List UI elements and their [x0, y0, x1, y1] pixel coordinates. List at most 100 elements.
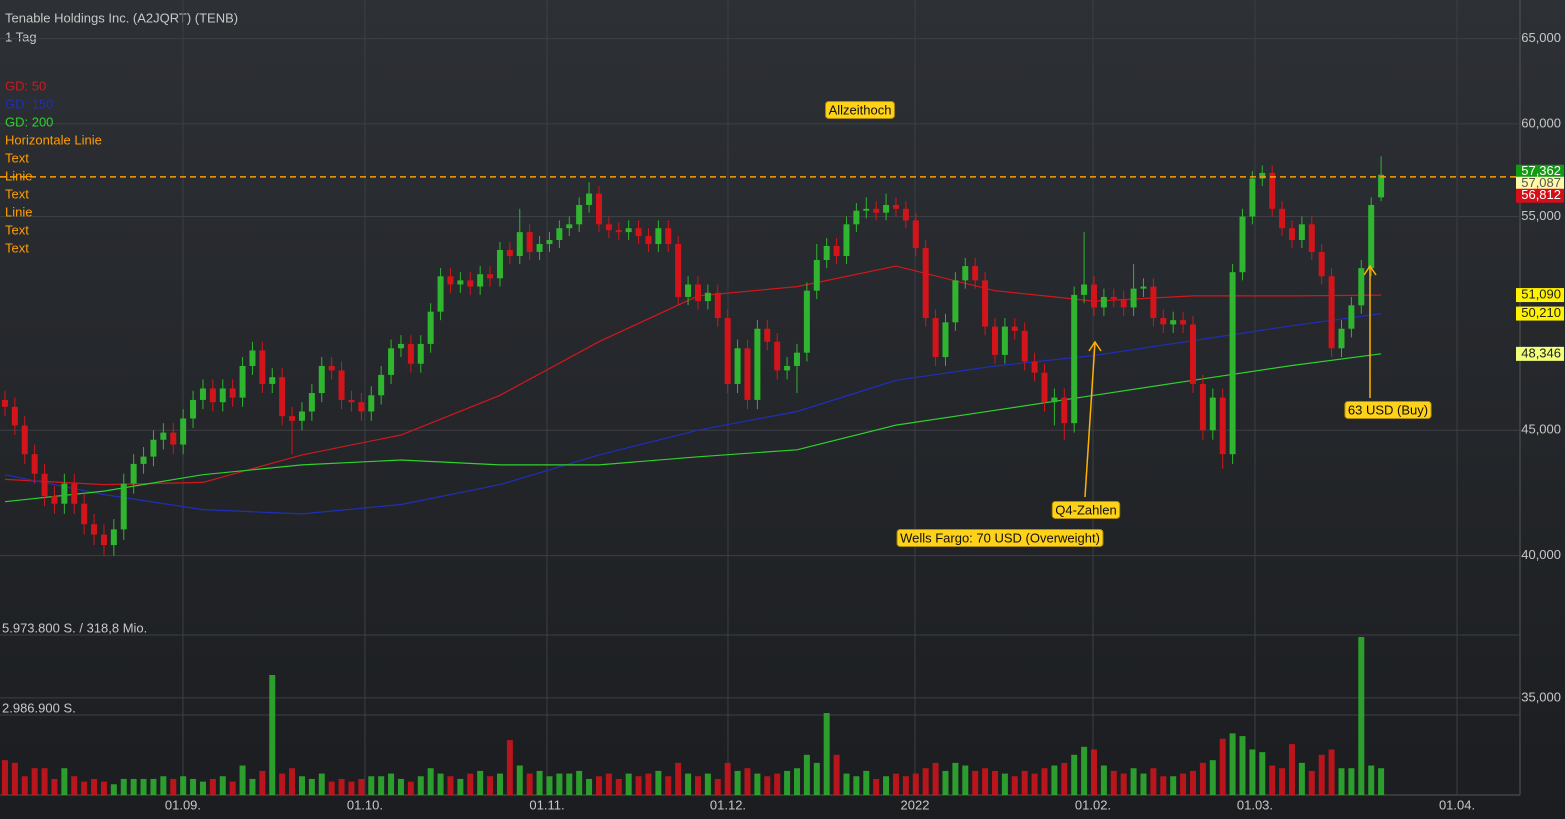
candle-body — [942, 322, 949, 358]
candle-body — [160, 432, 167, 440]
candle-body — [605, 224, 612, 231]
y-tick-label: 55,000 — [1521, 208, 1561, 223]
volume-bar — [308, 778, 315, 795]
volume-bar — [61, 768, 68, 795]
volume-bar — [21, 776, 28, 795]
volume-bar — [91, 778, 98, 795]
annotation: 63 USD (Buy) — [1344, 400, 1432, 419]
candle-body — [793, 352, 800, 366]
price-tag — [1516, 188, 1564, 203]
price-tag-label: 50,210 — [1521, 305, 1561, 320]
volume-bar — [437, 773, 444, 795]
volume-bar — [1140, 773, 1147, 795]
volume-bar — [576, 770, 583, 795]
volume-bar — [1259, 752, 1266, 795]
candle-body — [388, 348, 395, 375]
candle-body — [477, 274, 484, 287]
volume-bar — [1150, 768, 1157, 795]
candle-body — [21, 425, 28, 455]
price-tag — [1516, 346, 1564, 361]
volume-bar — [972, 770, 979, 795]
candle-body — [536, 243, 543, 252]
candle-body — [635, 228, 642, 237]
volume-bar — [645, 773, 652, 795]
candle-body — [199, 388, 206, 400]
volume-bar — [823, 713, 830, 795]
volume-bar — [338, 778, 345, 795]
candle-body — [1199, 383, 1206, 431]
volume-bar — [1378, 768, 1385, 795]
volume-bar — [368, 776, 375, 795]
legend-entry: Text — [5, 222, 29, 237]
volume-bar — [1209, 760, 1216, 795]
x-tick-label: 01.09. — [165, 797, 201, 812]
candle-body — [526, 232, 533, 252]
volume-bar — [982, 768, 989, 795]
volume-bar — [1288, 744, 1295, 795]
volume-tick-label: 5.973.800 S. / 318,8 Mio. — [2, 620, 147, 635]
candle-body — [190, 399, 197, 419]
candle-body — [595, 193, 602, 225]
volume-bar — [1298, 762, 1305, 795]
volume-bar — [1358, 636, 1365, 795]
candle-body — [120, 483, 127, 530]
volume-bar — [1051, 765, 1058, 795]
volume-bar — [170, 778, 177, 795]
candle-body — [1090, 284, 1097, 308]
volume-bar — [1031, 773, 1038, 795]
candle-body — [823, 245, 830, 261]
volume-tick-label: 2.986.900 S. — [2, 700, 76, 715]
volume-bar — [427, 768, 434, 795]
volume-bar — [1269, 765, 1276, 795]
legend-entry: Text — [5, 186, 29, 201]
volume-bar — [417, 776, 424, 795]
candle-body — [1308, 224, 1315, 252]
annotation-arrow — [1084, 341, 1096, 498]
y-tick-label: 45,000 — [1521, 422, 1561, 437]
annotation-box — [1051, 500, 1121, 519]
candle-body — [100, 534, 107, 546]
volume-bar — [477, 770, 484, 795]
volume-bar — [1199, 762, 1206, 795]
x-tick-label: 2022 — [901, 797, 930, 812]
y-tick-label: 40,000 — [1521, 547, 1561, 562]
candle-body — [655, 228, 662, 244]
volume-bar — [328, 781, 335, 795]
candle-body — [328, 365, 335, 371]
volume-bar — [704, 773, 711, 795]
chart-subtitle: 1 Tag — [5, 29, 37, 44]
volume-bar — [279, 773, 286, 795]
candle-body — [912, 220, 919, 248]
candle-body — [734, 348, 741, 384]
x-tick-label: 01.04. — [1439, 797, 1475, 812]
candle-body — [714, 292, 721, 319]
y-tick-label: 60,000 — [1521, 115, 1561, 130]
volume-bar — [1279, 768, 1286, 795]
volume-bar — [397, 778, 404, 795]
candle-body — [368, 395, 375, 412]
candle-body — [338, 370, 345, 400]
volume-bar — [714, 778, 721, 795]
candle-body — [150, 439, 157, 457]
candle-body — [1358, 268, 1365, 306]
candle-body — [41, 473, 48, 497]
candle-body — [764, 328, 771, 342]
candle-body — [892, 204, 899, 209]
volume-bar — [1160, 776, 1167, 795]
candle-body — [1081, 284, 1088, 295]
volume-bar — [694, 776, 701, 795]
volume-bar — [190, 778, 197, 795]
volume-bar — [219, 776, 226, 795]
candle-body — [1100, 296, 1107, 308]
candle-body — [110, 529, 117, 546]
candle-body — [269, 377, 276, 384]
annotation-text: Wells Fargo: 70 USD (Overweight) — [900, 530, 1100, 545]
candle-body — [1338, 328, 1345, 349]
volume-bar — [289, 768, 296, 795]
volume-bar — [1318, 754, 1325, 795]
legend-entry: Linie — [5, 168, 32, 183]
candle-body — [51, 496, 58, 504]
volume-bar — [1219, 738, 1226, 795]
